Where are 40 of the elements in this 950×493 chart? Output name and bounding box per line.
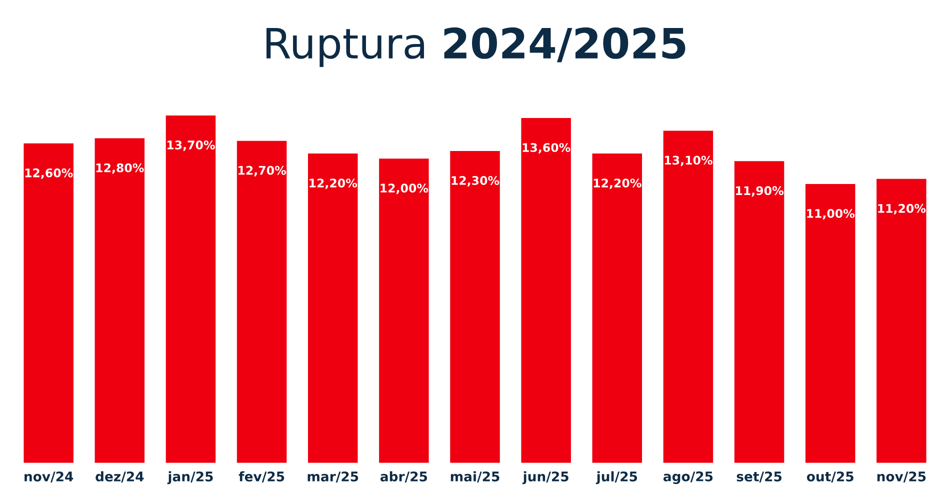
data-label: 12,30% [452, 176, 500, 186]
chart-title: Ruptura 2024/2025 [266, 27, 686, 67]
x-tick-label: jun/25 [522, 471, 568, 484]
bar [236, 140, 287, 463]
bar [166, 115, 216, 463]
data-label: 12,20% [310, 178, 358, 190]
bar [805, 184, 856, 463]
x-tick-label: set/25 [736, 471, 782, 483]
data-label: 12,80% [96, 163, 144, 174]
data-label: 11,00% [807, 209, 855, 220]
x-tick-label: mai/25 [450, 471, 500, 483]
x-tick-label: fev/25 [238, 471, 284, 483]
x-tick-label: dez/24 [96, 471, 144, 483]
bar [592, 154, 642, 463]
x-tick-label: nov/24 [24, 471, 74, 483]
data-label: 13,70% [167, 140, 215, 151]
x-tick-label: jul/25 [596, 471, 638, 484]
data-label: 11,20% [878, 204, 926, 214]
bar [94, 138, 145, 463]
data-label: 13,60% [522, 143, 570, 154]
bar [663, 130, 714, 463]
bar [876, 178, 926, 463]
bar [521, 118, 571, 463]
data-label: 11,90% [736, 186, 784, 197]
x-tick-label: nov/25 [877, 471, 926, 483]
bar [450, 150, 500, 463]
x-tick-label: ago/25 [663, 471, 713, 484]
x-tick-label: abr/25 [380, 471, 428, 483]
data-label: 12,70% [238, 166, 286, 176]
bar [24, 143, 74, 463]
bar [734, 161, 784, 463]
x-tick-label: jan/25 [167, 471, 213, 484]
data-label: 12,60% [25, 168, 73, 179]
data-label: 12,00% [380, 184, 428, 194]
bar [308, 154, 358, 463]
data-label: 13,10% [664, 156, 712, 166]
data-label: 12,20% [594, 178, 642, 190]
x-tick-label: out/25 [806, 471, 854, 483]
bar [379, 158, 429, 463]
x-tick-label: mar/25 [308, 471, 358, 483]
